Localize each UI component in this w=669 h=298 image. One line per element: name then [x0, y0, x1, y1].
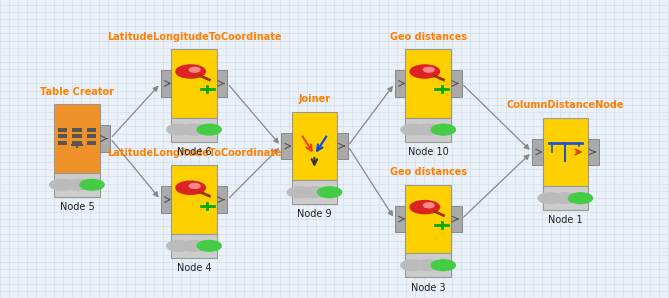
FancyBboxPatch shape	[87, 141, 96, 145]
Circle shape	[167, 240, 191, 251]
FancyBboxPatch shape	[54, 104, 100, 173]
Text: Node 5: Node 5	[60, 202, 94, 212]
FancyBboxPatch shape	[543, 118, 588, 186]
Text: Table Creator: Table Creator	[40, 87, 114, 97]
FancyBboxPatch shape	[451, 70, 462, 97]
FancyBboxPatch shape	[87, 134, 96, 138]
Text: Node 10: Node 10	[408, 147, 448, 157]
Circle shape	[401, 124, 425, 135]
FancyBboxPatch shape	[217, 186, 227, 213]
Circle shape	[189, 67, 200, 72]
FancyBboxPatch shape	[171, 234, 217, 258]
Text: Joiner: Joiner	[298, 94, 330, 104]
Text: LatitudeLongitudeToCoordinate: LatitudeLongitudeToCoordinate	[107, 148, 281, 158]
Text: Geo distances: Geo distances	[389, 32, 467, 42]
Circle shape	[538, 193, 562, 204]
Circle shape	[182, 240, 206, 251]
FancyBboxPatch shape	[171, 49, 217, 118]
FancyBboxPatch shape	[54, 173, 100, 197]
Circle shape	[432, 260, 456, 271]
FancyBboxPatch shape	[87, 128, 96, 132]
Circle shape	[167, 124, 191, 135]
FancyBboxPatch shape	[405, 185, 451, 253]
FancyBboxPatch shape	[405, 118, 451, 142]
Circle shape	[80, 179, 104, 190]
FancyBboxPatch shape	[100, 125, 110, 152]
Circle shape	[401, 260, 425, 271]
FancyBboxPatch shape	[72, 134, 82, 138]
Circle shape	[432, 124, 456, 135]
FancyBboxPatch shape	[171, 165, 217, 234]
Circle shape	[189, 184, 200, 188]
Text: LatitudeLongitudeToCoordinate: LatitudeLongitudeToCoordinate	[107, 32, 281, 42]
Circle shape	[416, 260, 440, 271]
FancyBboxPatch shape	[161, 186, 171, 213]
FancyBboxPatch shape	[281, 133, 292, 159]
FancyBboxPatch shape	[58, 141, 67, 145]
FancyBboxPatch shape	[292, 112, 337, 180]
Circle shape	[197, 240, 221, 251]
FancyBboxPatch shape	[217, 70, 227, 97]
Circle shape	[410, 201, 440, 214]
Text: Node 4: Node 4	[177, 263, 211, 273]
FancyBboxPatch shape	[161, 70, 171, 97]
FancyBboxPatch shape	[588, 139, 599, 165]
Text: Node 3: Node 3	[411, 283, 446, 293]
FancyBboxPatch shape	[337, 133, 348, 159]
FancyBboxPatch shape	[292, 180, 337, 204]
Circle shape	[176, 181, 205, 194]
FancyBboxPatch shape	[532, 139, 543, 165]
Circle shape	[182, 124, 206, 135]
Circle shape	[569, 193, 593, 204]
Circle shape	[65, 179, 89, 190]
FancyBboxPatch shape	[72, 141, 82, 145]
Text: Node 1: Node 1	[548, 215, 583, 226]
Text: Node 9: Node 9	[297, 209, 332, 220]
Circle shape	[302, 187, 326, 198]
FancyBboxPatch shape	[543, 186, 588, 210]
FancyBboxPatch shape	[395, 70, 405, 97]
Circle shape	[423, 67, 434, 72]
Text: Node 6: Node 6	[177, 147, 211, 157]
Circle shape	[416, 124, 440, 135]
FancyBboxPatch shape	[58, 134, 67, 138]
Text: Geo distances: Geo distances	[389, 167, 467, 177]
Circle shape	[176, 65, 205, 78]
FancyBboxPatch shape	[405, 49, 451, 118]
Circle shape	[287, 187, 311, 198]
FancyBboxPatch shape	[405, 253, 451, 277]
Text: ColumnDistanceNode: ColumnDistanceNode	[506, 100, 624, 110]
Circle shape	[50, 179, 74, 190]
Circle shape	[423, 203, 434, 208]
Circle shape	[318, 187, 342, 198]
FancyBboxPatch shape	[395, 206, 405, 232]
FancyBboxPatch shape	[451, 206, 462, 232]
Circle shape	[553, 193, 577, 204]
FancyBboxPatch shape	[72, 128, 82, 132]
Circle shape	[197, 124, 221, 135]
Circle shape	[410, 65, 440, 78]
FancyBboxPatch shape	[58, 128, 67, 132]
FancyBboxPatch shape	[171, 118, 217, 142]
